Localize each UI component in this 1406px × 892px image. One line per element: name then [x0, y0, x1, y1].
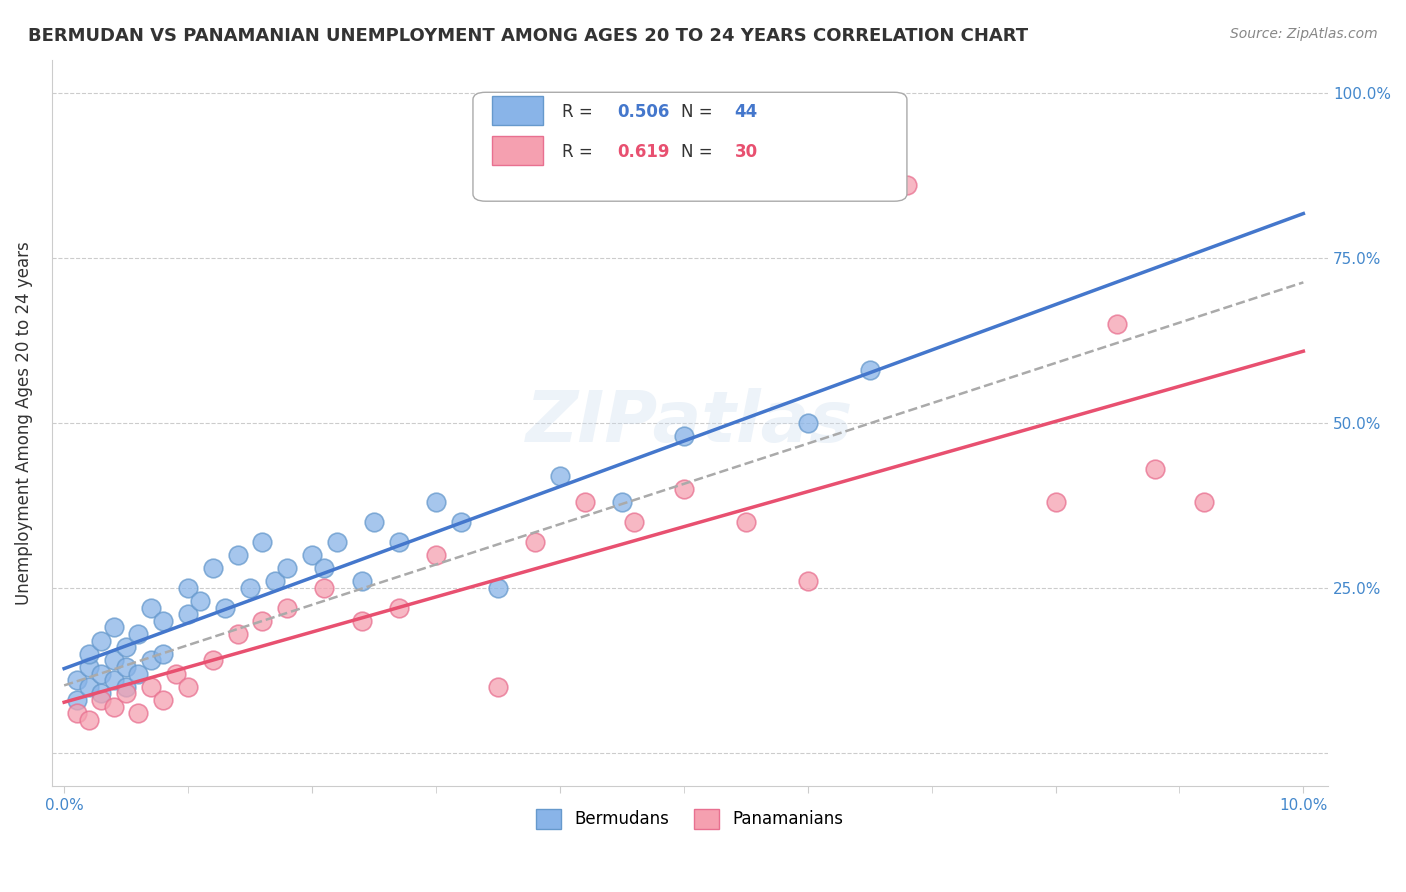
Panamanians [896, 178, 918, 192]
Panamanians [1045, 495, 1067, 509]
Bermudans [363, 515, 385, 529]
Text: BERMUDAN VS PANAMANIAN UNEMPLOYMENT AMONG AGES 20 TO 24 YEARS CORRELATION CHART: BERMUDAN VS PANAMANIAN UNEMPLOYMENT AMON… [28, 27, 1028, 45]
Text: ZIPatlas: ZIPatlas [526, 388, 853, 458]
Bermudans [226, 548, 249, 562]
Bermudans [152, 647, 174, 661]
Bermudans [103, 673, 125, 688]
Bermudans [177, 607, 200, 622]
Bermudans [115, 660, 138, 674]
Text: R =: R = [562, 103, 599, 121]
Panamanians [796, 574, 818, 588]
Panamanians [139, 680, 162, 694]
Bermudans [139, 600, 162, 615]
Panamanians [128, 706, 150, 721]
Panamanians [115, 686, 138, 700]
Bermudans [103, 653, 125, 667]
Bermudans [326, 534, 349, 549]
Text: 0.506: 0.506 [617, 103, 669, 121]
Panamanians [103, 699, 125, 714]
Bermudans [672, 429, 695, 443]
Bermudans [450, 515, 472, 529]
Bermudans [201, 561, 224, 575]
Bermudans [177, 581, 200, 595]
Text: 30: 30 [734, 143, 758, 161]
Bermudans [90, 686, 112, 700]
Bermudans [548, 468, 571, 483]
Bermudans [65, 693, 87, 707]
Legend: Bermudans, Panamanians: Bermudans, Panamanians [530, 802, 851, 836]
Panamanians [226, 627, 249, 641]
Bermudans [77, 647, 100, 661]
Bermudans [350, 574, 373, 588]
FancyBboxPatch shape [472, 92, 907, 202]
Bermudans [859, 363, 882, 377]
Panamanians [623, 515, 645, 529]
Text: 44: 44 [734, 103, 758, 121]
Bermudans [239, 581, 262, 595]
Panamanians [314, 581, 336, 595]
Panamanians [486, 680, 509, 694]
Text: N =: N = [681, 103, 718, 121]
Text: R =: R = [562, 143, 599, 161]
Panamanians [672, 482, 695, 496]
Panamanians [1107, 317, 1129, 331]
Bermudans [65, 673, 87, 688]
Bermudans [425, 495, 447, 509]
Bar [492, 96, 543, 125]
Bermudans [139, 653, 162, 667]
Bermudans [796, 416, 818, 430]
Panamanians [574, 495, 596, 509]
Panamanians [388, 600, 411, 615]
Panamanians [90, 693, 112, 707]
Bermudans [486, 581, 509, 595]
Panamanians [734, 515, 756, 529]
Bermudans [610, 495, 633, 509]
Bermudans [128, 627, 150, 641]
Bermudans [90, 633, 112, 648]
Panamanians [1143, 462, 1166, 476]
Bermudans [103, 620, 125, 634]
Panamanians [65, 706, 87, 721]
Y-axis label: Unemployment Among Ages 20 to 24 years: Unemployment Among Ages 20 to 24 years [15, 241, 32, 605]
Bermudans [263, 574, 285, 588]
Bermudans [90, 666, 112, 681]
Bermudans [115, 640, 138, 655]
Bermudans [190, 594, 212, 608]
Panamanians [252, 614, 274, 628]
Panamanians [1192, 495, 1215, 509]
Panamanians [152, 693, 174, 707]
Panamanians [201, 653, 224, 667]
Bermudans [388, 534, 411, 549]
Text: 0.619: 0.619 [617, 143, 669, 161]
Bermudans [214, 600, 236, 615]
Panamanians [77, 713, 100, 727]
Text: N =: N = [681, 143, 718, 161]
Bermudans [301, 548, 323, 562]
Panamanians [350, 614, 373, 628]
Bermudans [314, 561, 336, 575]
Panamanians [165, 666, 187, 681]
Bermudans [77, 660, 100, 674]
Panamanians [524, 534, 547, 549]
Bermudans [276, 561, 298, 575]
Panamanians [276, 600, 298, 615]
Bar [492, 136, 543, 165]
Bermudans [115, 680, 138, 694]
Text: Source: ZipAtlas.com: Source: ZipAtlas.com [1230, 27, 1378, 41]
Bermudans [128, 666, 150, 681]
Bermudans [152, 614, 174, 628]
Panamanians [177, 680, 200, 694]
Bermudans [252, 534, 274, 549]
Bermudans [77, 680, 100, 694]
Panamanians [425, 548, 447, 562]
